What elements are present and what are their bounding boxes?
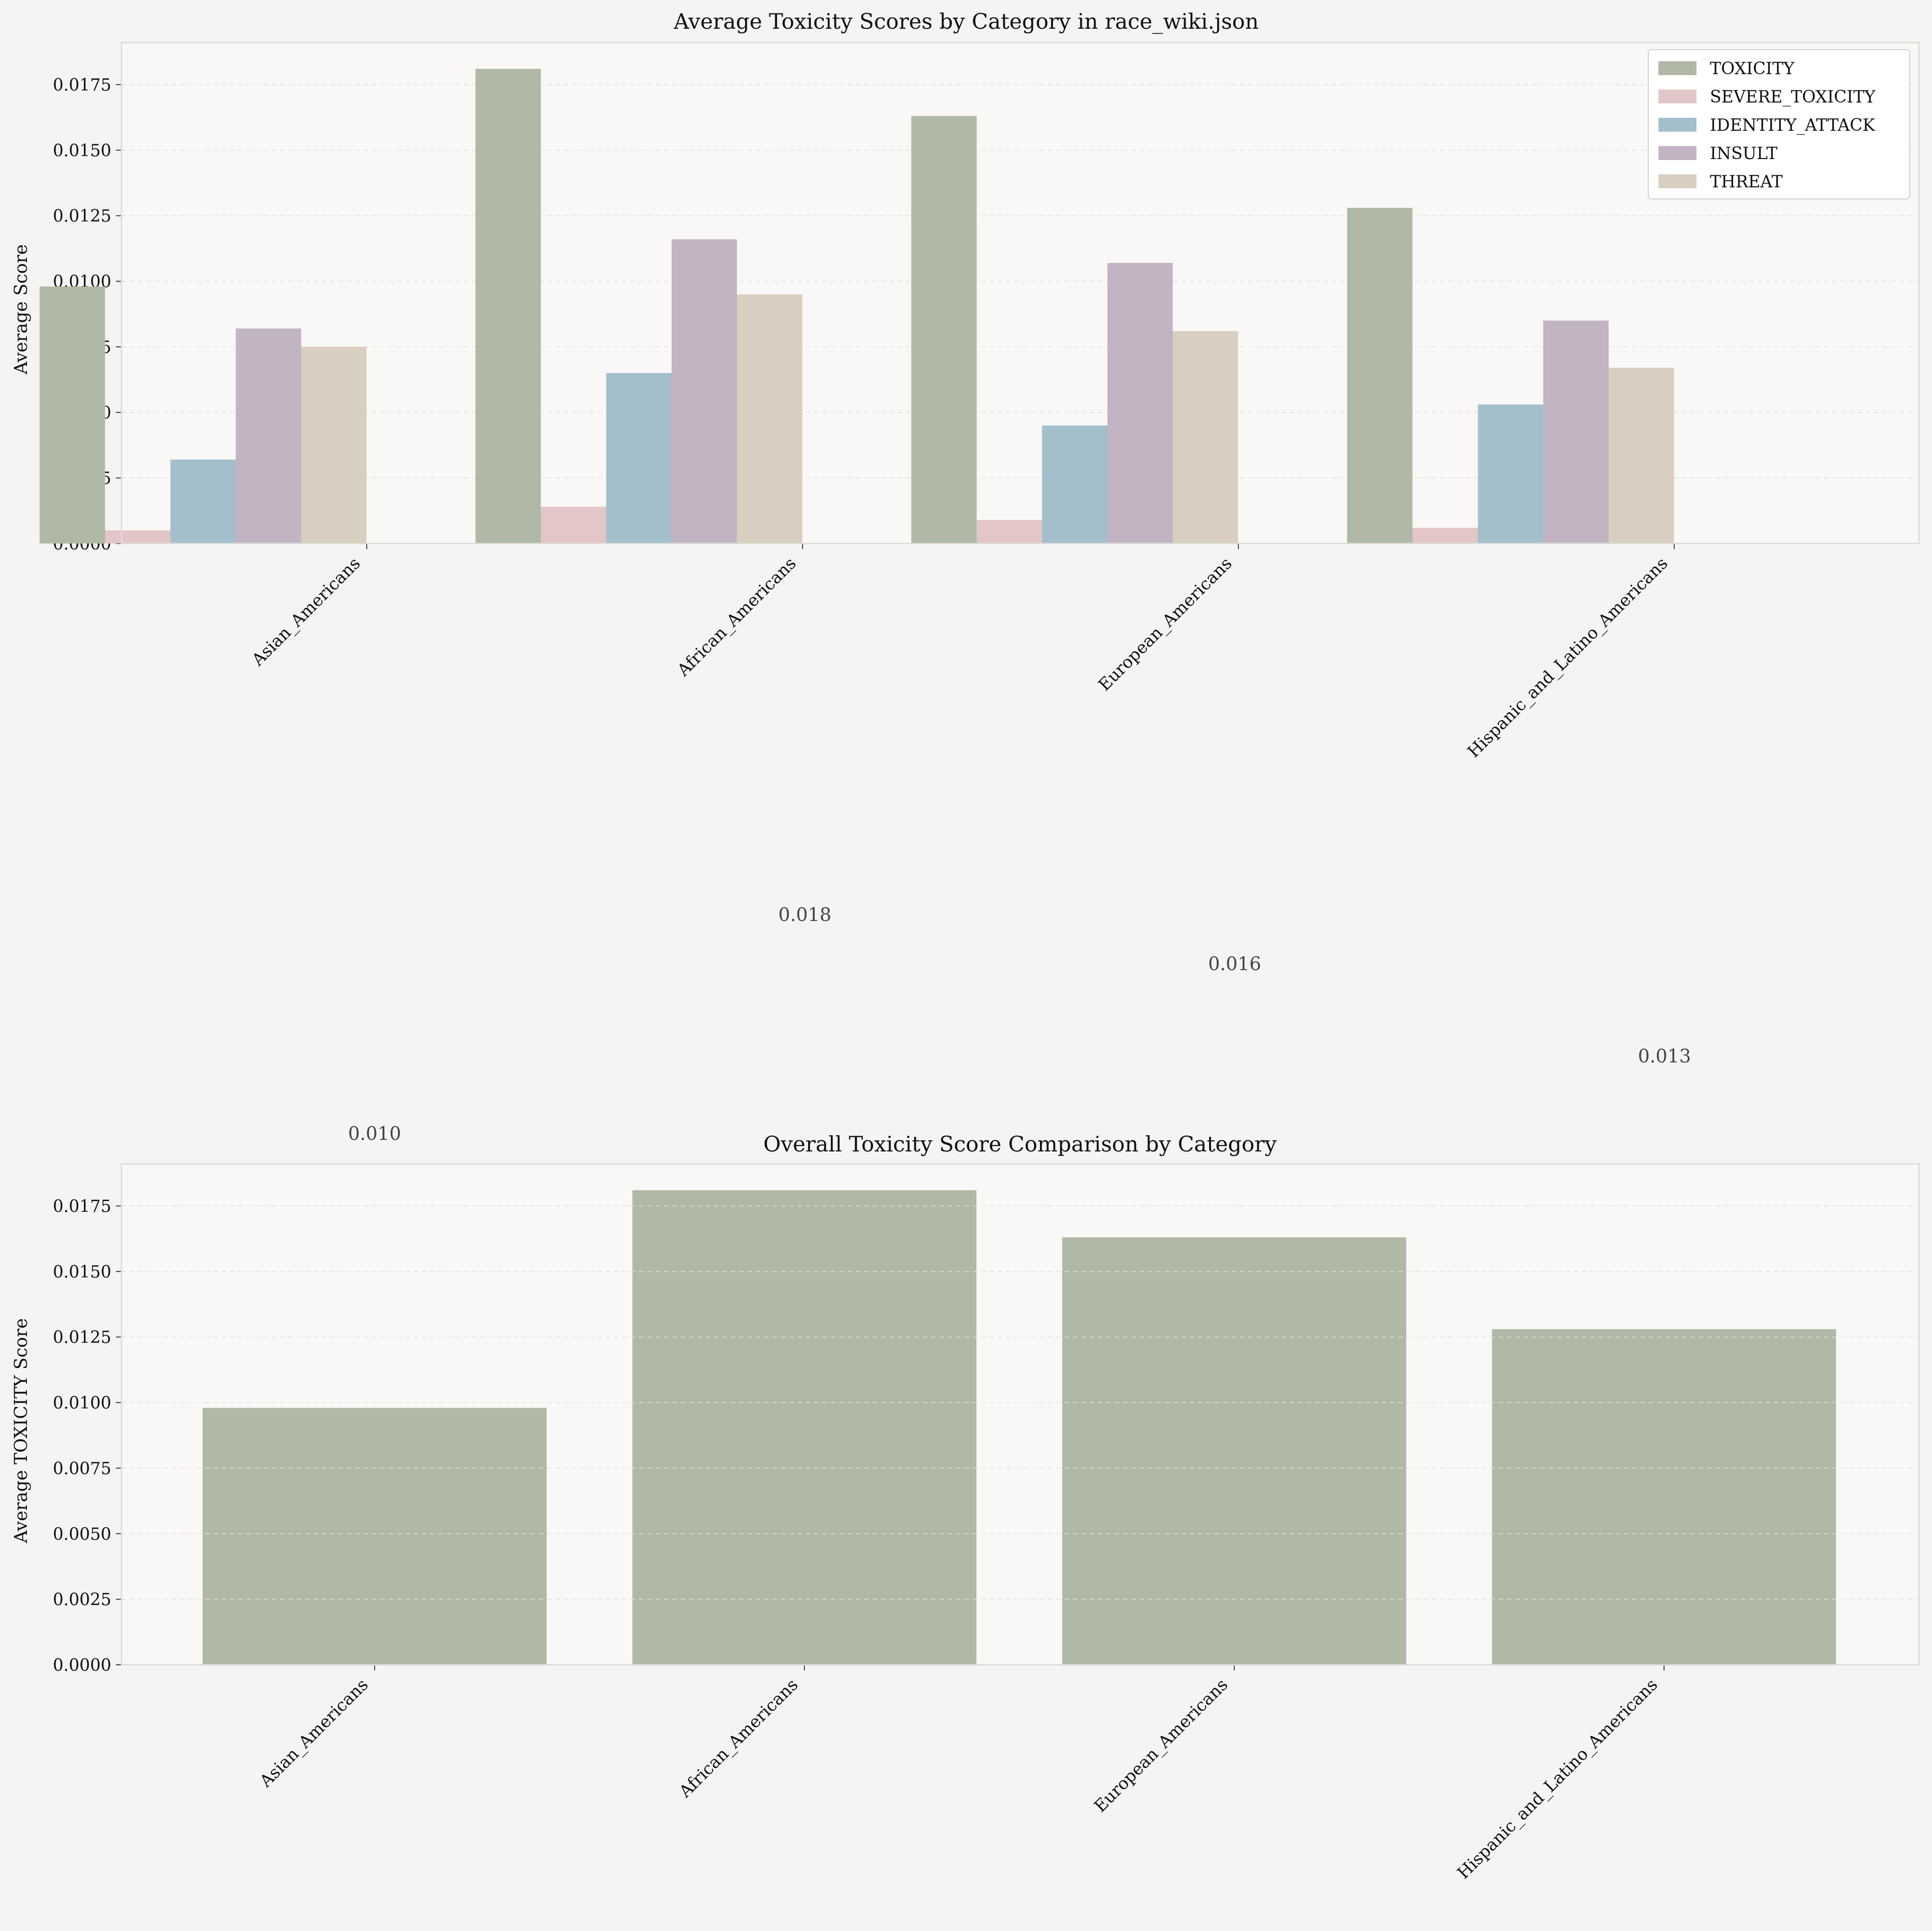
chart1-legend-label: IDENTITY_ATTACK <box>1710 116 1875 135</box>
chart1-legend-swatch <box>1658 174 1696 188</box>
chart1-bar-insult <box>1107 262 1173 543</box>
chart1-bar-severe-toxicity <box>976 520 1042 543</box>
chart1-y-axis-label: Average Score <box>11 244 31 375</box>
chart2-y-tick-label: 0.0175 <box>53 1197 111 1216</box>
chart2-y-tick-label: 0.0100 <box>53 1394 111 1413</box>
chart1-bar-toxicity <box>39 286 105 543</box>
chart2-data-label: 0.016 <box>1208 953 1262 975</box>
chart2-y-axis-label: Average TOXICITY Score <box>11 1318 31 1544</box>
chart1-legend: TOXICITY SEVERE_TOXICITY IDENTITY_ATTACK IN… <box>1648 49 1910 199</box>
chart2-y-tick-label: 0.0125 <box>53 1328 111 1347</box>
chart1-bar-identity-attack <box>1478 404 1543 543</box>
chart2-y-tick-label: 0.0025 <box>53 1591 111 1610</box>
chart1-bar-threat <box>1608 368 1674 543</box>
chart1-bar-severe-toxicity <box>541 506 606 543</box>
chart1-y-tick-label: 0.0125 <box>53 207 111 226</box>
chart1-legend-label: INSULT <box>1710 144 1778 163</box>
chart1-bar-insult <box>1543 320 1609 543</box>
chart2-bar-toxicity <box>203 1407 547 1665</box>
chart1-legend-swatch <box>1658 146 1696 160</box>
chart1-legend-swatch <box>1658 90 1696 103</box>
chart1-plot-frame <box>121 42 1920 544</box>
chart1-bar-toxicity <box>1347 208 1413 544</box>
chart1-bar-severe-toxicity <box>1412 528 1478 543</box>
chart1-y-tick-label: 0.0150 <box>53 141 111 160</box>
chart2-title: Overall Toxicity Score Comparison by Cat… <box>763 1132 1276 1157</box>
chart1-bar-insult <box>236 328 301 543</box>
chart1-bar-identity-attack <box>170 460 236 543</box>
chart1-legend-swatch <box>1658 61 1696 75</box>
chart1-legend-label: TOXICITY <box>1710 59 1795 78</box>
chart2-y-tick-label: 0.0075 <box>53 1459 111 1478</box>
chart2-data-label: 0.018 <box>778 904 832 926</box>
chart1-y-tick-label: 0.0175 <box>53 76 111 95</box>
chart2-bar-toxicity <box>632 1190 976 1665</box>
chart1-bar-insult <box>671 239 737 543</box>
overall-bar-chart: Overall Toxicity Score Comparison by Cat… <box>11 904 1920 1883</box>
chart1-legend-label: SEVERE_TOXICITY <box>1710 88 1876 107</box>
chart1-legend-label: THREAT <box>1710 173 1783 192</box>
chart1-bar-identity-attack <box>606 373 672 543</box>
chart1-legend-box <box>1648 49 1910 199</box>
chart2-data-label: 0.010 <box>348 1123 402 1145</box>
chart1-bar-threat <box>301 346 367 543</box>
chart1-title: Average Toxicity Scores by Category in r… <box>673 9 1259 34</box>
chart1-bar-threat <box>737 294 803 543</box>
chart1-legend-swatch <box>1658 118 1696 132</box>
chart2-plot-frame <box>121 1163 1920 1666</box>
chart1-bar-toxicity <box>475 69 541 544</box>
chart1-bar-severe-toxicity <box>105 530 171 543</box>
chart2-y-tick-label: 0.0000 <box>53 1656 111 1675</box>
chart1-bar-identity-attack <box>1042 425 1108 543</box>
chart1-bar-threat <box>1173 331 1238 543</box>
chart2-bar-toxicity <box>1492 1329 1836 1665</box>
chart2-data-label: 0.013 <box>1638 1046 1691 1067</box>
chart2-y-tick-label: 0.0150 <box>53 1263 111 1282</box>
chart2-y-tick-label: 0.0050 <box>53 1525 111 1544</box>
chart2-bar-toxicity <box>1062 1237 1406 1665</box>
chart1-bar-toxicity <box>911 116 977 544</box>
